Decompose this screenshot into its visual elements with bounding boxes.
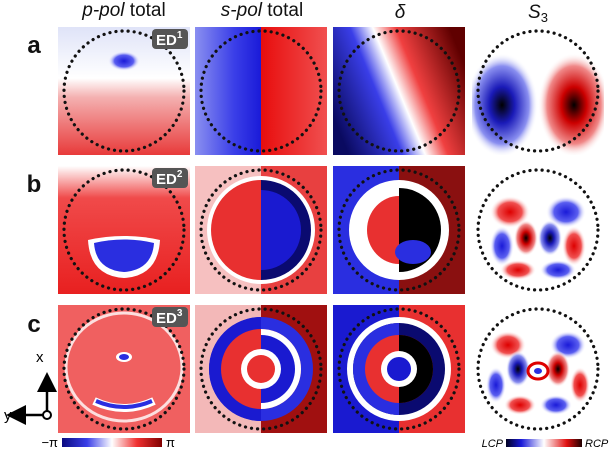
badge-text: ED2 [156,169,183,188]
header-italic: p-pol [81,0,125,21]
colorbar-max: π [166,435,175,450]
column-header: s-pol total [221,0,303,21]
panel [333,166,465,294]
panel [333,305,465,433]
colorbar-max: RCP [585,438,609,450]
badge-main: ED [156,171,177,188]
panel [195,166,327,294]
column-header: S3 [528,2,548,25]
header-text: total [267,0,303,21]
badge: ED3 [152,307,188,327]
colorbar-min: LCP [482,438,504,450]
colorbar: LCP RCP [482,438,609,450]
row-label: c [27,311,40,338]
panel [195,305,327,433]
header-italic: s-pol [221,0,263,21]
badge: ED2 [152,168,188,188]
column-header: δ [395,2,406,23]
header-sub: 3 [541,10,548,25]
panel [333,27,465,155]
badge-main: ED [156,32,177,49]
axis-label: x [36,349,44,366]
colorbar-min: −π [41,435,58,450]
row-label: b [27,171,42,198]
badge-sup: 1 [177,30,183,41]
badge-main: ED [156,310,177,327]
axis-indicator: x y [4,349,57,425]
badge-text: ED1 [156,30,183,49]
column-header: p-pol total [81,0,165,21]
badge: ED1 [152,29,188,49]
colorbar: −π π [41,435,175,450]
header-text: total [130,0,166,21]
badge-text: ED3 [156,308,183,327]
panel [195,27,327,155]
row-label: a [27,32,41,59]
axis-label: y [4,407,12,424]
panel [472,27,604,155]
panel [472,305,604,433]
panel [472,166,604,294]
badge-sup: 3 [177,308,183,319]
badge-sup: 2 [177,169,183,180]
header-italic: S [528,2,541,23]
